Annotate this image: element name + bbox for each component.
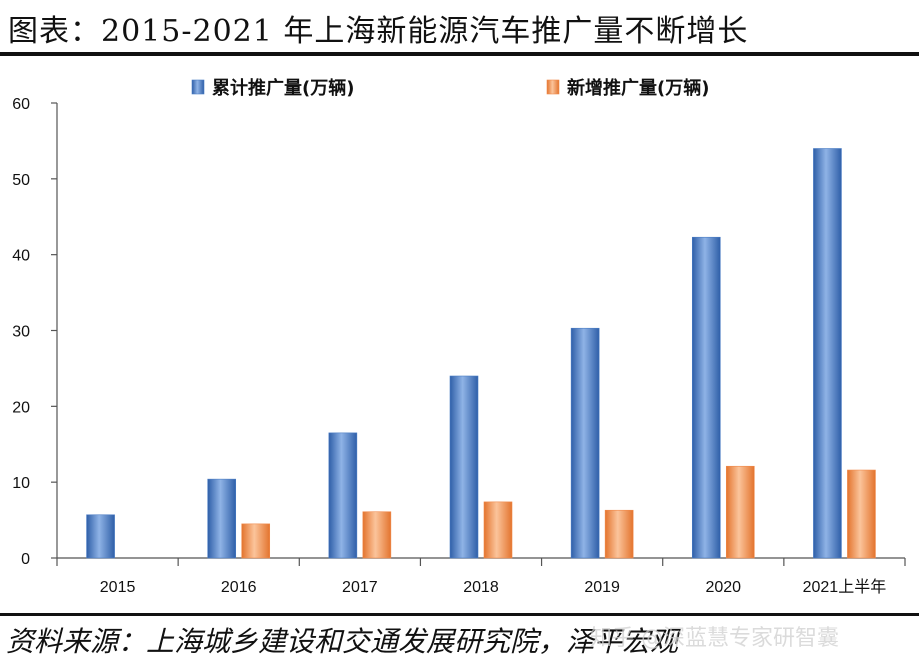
title-divider [0, 52, 919, 56]
y-tick-label: 50 [12, 172, 30, 189]
x-tick-label: 2018 [463, 579, 499, 596]
legend-label-cumulative: 累计推广量(万辆) [212, 77, 354, 99]
x-tick-label: 2015 [100, 579, 136, 596]
new-bar-2020 [725, 465, 755, 559]
y-tick-label: 60 [12, 96, 30, 113]
watermark: 知乎 @深蓝慧专家研智囊 [590, 626, 839, 651]
cumulative-bar-2015 [86, 514, 115, 559]
new-bar-2016 [241, 523, 271, 559]
new-bar-2021上半年 [847, 469, 876, 559]
chart-legend: 累计推广量(万辆) 新增推广量(万辆) [191, 77, 709, 99]
cumulative-bar-2017 [328, 432, 358, 559]
bar-chart: 0 10 20 30 40 50 60 2015 2016 2017 2018 2019 2020 202… [12, 77, 906, 596]
y-tick-label: 0 [21, 551, 30, 568]
x-tick-label: 2021上半年 [803, 578, 887, 596]
chart-axes: 0 10 20 30 40 50 60 2015 2016 2017 2018 2019 2020 202… [12, 96, 906, 596]
new-bar-2019 [604, 509, 634, 559]
cumulative-bar-2021上半年 [813, 148, 842, 559]
y-tick-label: 30 [12, 324, 30, 341]
chart-source: 资料来源：上海城乡建设和交通发展研究院，泽平宏观 [6, 625, 679, 658]
legend-swatch-cumulative [191, 79, 205, 95]
y-tick-label: 10 [12, 475, 30, 492]
x-tick-label: 2020 [705, 579, 741, 596]
new-bar-2017 [362, 511, 392, 559]
cumulative-bar-2018 [449, 375, 479, 559]
cumulative-bar-2020 [691, 236, 721, 559]
new-bar-2018 [483, 501, 513, 559]
y-tick-label: 20 [12, 399, 30, 416]
x-tick-label: 2016 [221, 579, 257, 596]
x-tick-label: 2017 [342, 579, 378, 596]
cumulative-bar-2016 [207, 478, 237, 559]
chart-title: 图表：2015-2021 年上海新能源汽车推广量不断增长 [8, 14, 749, 49]
x-tick-label: 2019 [584, 579, 620, 596]
legend-label-new: 新增推广量(万辆) [567, 77, 709, 99]
cumulative-bar-2019 [570, 327, 600, 559]
chart-bars [86, 148, 876, 559]
legend-swatch-new [546, 79, 560, 95]
y-tick-label: 40 [12, 248, 30, 265]
source-divider [0, 613, 919, 616]
